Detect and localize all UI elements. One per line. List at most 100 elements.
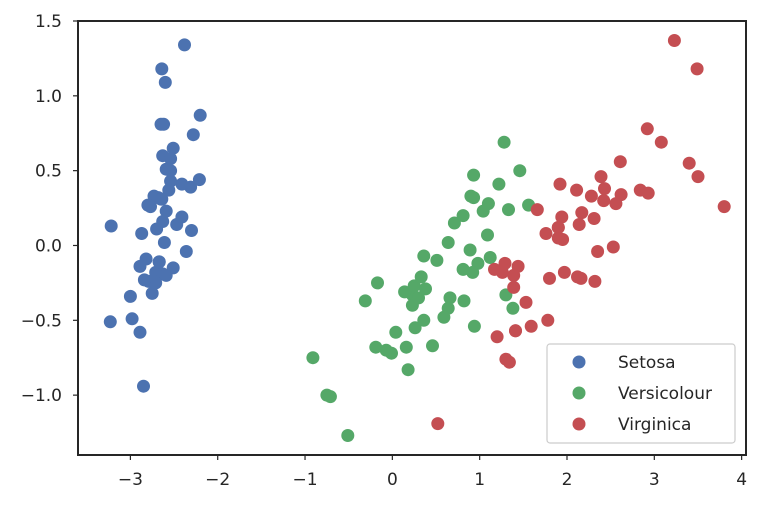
legend-box <box>546 343 736 444</box>
legend-marker-versicolour <box>572 386 586 400</box>
point-versicolour <box>430 253 444 267</box>
point-versicolour <box>414 270 428 284</box>
point-versicolour <box>371 276 384 290</box>
point-virginica <box>690 62 704 76</box>
point-setosa <box>123 289 137 303</box>
point-virginica <box>584 189 598 203</box>
point-virginica <box>570 183 584 197</box>
point-setosa <box>166 141 180 155</box>
point-setosa <box>178 38 191 52</box>
point-virginica <box>519 295 533 309</box>
point-setosa <box>103 315 117 329</box>
y-tick-label: 1.5 <box>35 12 62 32</box>
point-virginica <box>507 280 521 294</box>
point-virginica <box>654 135 668 149</box>
point-virginica <box>682 156 696 170</box>
point-versicolour <box>358 294 372 308</box>
series-versicolour <box>306 135 536 442</box>
point-virginica <box>543 271 556 285</box>
point-setosa <box>159 268 173 282</box>
y-tick-label: 0.5 <box>35 162 62 182</box>
point-virginica <box>667 34 681 47</box>
legend-label-versicolour: Versicolour <box>618 384 712 404</box>
point-setosa <box>175 177 189 191</box>
point-virginica <box>490 330 504 344</box>
legend: Setosa Versicolour Virginica <box>546 343 736 444</box>
point-versicolour <box>441 236 455 249</box>
point-versicolour <box>513 164 527 178</box>
point-virginica <box>555 210 569 224</box>
y-tick-label: 0.0 <box>35 236 62 256</box>
point-versicolour <box>306 351 320 365</box>
point-setosa <box>154 117 168 131</box>
point-setosa <box>135 227 149 240</box>
series-virginica <box>431 34 731 431</box>
point-versicolour <box>456 209 470 223</box>
point-versicolour <box>443 291 457 305</box>
point-versicolour <box>464 189 478 203</box>
y-axis-ticks: −1.0 −0.5 0.0 0.5 1.0 1.5 <box>21 12 78 406</box>
point-virginica <box>591 245 605 258</box>
point-versicolour <box>483 251 497 264</box>
point-virginica <box>575 206 589 220</box>
point-virginica <box>606 240 620 254</box>
point-virginica <box>551 221 565 234</box>
point-virginica <box>594 170 608 184</box>
point-virginica <box>574 271 588 285</box>
point-setosa <box>155 62 169 76</box>
point-virginica <box>551 231 565 245</box>
point-versicolour <box>457 294 471 308</box>
y-tick-label: −1.0 <box>21 386 62 406</box>
point-versicolour <box>407 279 421 293</box>
point-versicolour <box>481 228 494 242</box>
point-versicolour <box>323 390 337 404</box>
point-virginica <box>640 122 654 136</box>
point-setosa <box>149 276 163 290</box>
x-tick-label: 0 <box>387 470 398 490</box>
point-versicolour <box>417 249 431 263</box>
point-virginica <box>539 227 553 240</box>
point-virginica <box>431 417 445 431</box>
point-versicolour <box>437 310 451 324</box>
point-versicolour <box>419 282 432 296</box>
point-versicolour <box>456 262 470 276</box>
point-versicolour <box>463 243 477 257</box>
x-tick-label: −3 <box>118 470 143 490</box>
point-versicolour <box>417 313 431 327</box>
point-setosa <box>152 255 166 269</box>
point-versicolour <box>447 216 461 230</box>
point-setosa <box>157 236 171 249</box>
point-versicolour <box>467 168 481 182</box>
point-virginica <box>598 182 611 196</box>
point-versicolour <box>506 301 520 315</box>
point-setosa <box>159 204 173 218</box>
legend-marker-setosa <box>572 355 586 369</box>
point-setosa <box>133 325 147 339</box>
point-virginica <box>691 170 705 184</box>
point-virginica <box>572 218 586 231</box>
point-versicolour <box>497 135 511 149</box>
x-tick-label: −1 <box>293 470 318 490</box>
point-setosa <box>162 183 176 197</box>
point-setosa <box>186 128 200 142</box>
point-virginica <box>499 352 513 366</box>
point-virginica <box>498 256 512 270</box>
point-setosa <box>145 286 159 300</box>
point-virginica <box>541 313 555 327</box>
plot-frame <box>77 20 747 456</box>
data-points <box>103 34 731 442</box>
point-setosa <box>137 273 151 287</box>
point-setosa <box>185 224 198 237</box>
point-setosa <box>144 200 157 214</box>
point-versicolour <box>467 319 481 333</box>
x-tick-label: −2 <box>205 470 230 490</box>
point-virginica <box>717 200 731 214</box>
x-tick-label: 1 <box>474 470 485 490</box>
legend-label-setosa: Setosa <box>618 353 676 373</box>
point-virginica <box>524 319 538 333</box>
legend-label-virginica: Virginica <box>618 415 691 435</box>
point-virginica <box>609 197 623 211</box>
point-versicolour <box>502 203 515 217</box>
point-setosa <box>158 75 172 89</box>
